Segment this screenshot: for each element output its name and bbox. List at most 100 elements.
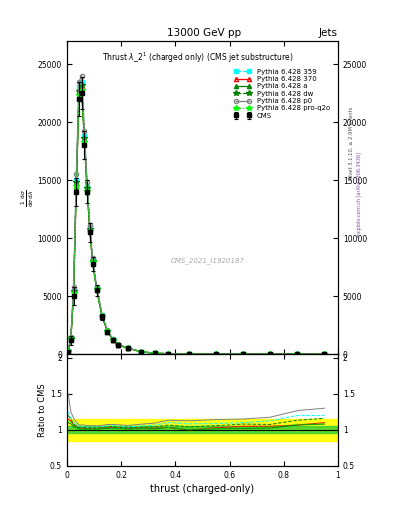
Pythia 6.428 370 bbox=[82, 138, 87, 144]
Pythia 6.428 359 bbox=[82, 133, 87, 139]
Pythia 6.428 370 bbox=[268, 351, 273, 357]
Pythia 6.428 370 bbox=[88, 227, 92, 233]
Pythia 6.428 pro-q2o bbox=[94, 286, 99, 292]
Pythia 6.428 p0 bbox=[90, 255, 95, 262]
Pythia 6.428 359 bbox=[139, 349, 144, 355]
Pythia 6.428 370 bbox=[68, 335, 73, 342]
Pythia 6.428 dw bbox=[66, 348, 70, 354]
Line: Pythia 6.428 dw: Pythia 6.428 dw bbox=[65, 82, 327, 357]
Line: Pythia 6.428 a: Pythia 6.428 a bbox=[66, 89, 327, 356]
Pythia 6.428 370 bbox=[100, 313, 105, 319]
Pythia 6.428 pro-q2o bbox=[187, 351, 191, 357]
Pythia 6.428 pro-q2o bbox=[110, 337, 115, 343]
Pythia 6.428 a bbox=[166, 351, 171, 357]
Pythia 6.428 a bbox=[82, 140, 87, 146]
Pythia 6.428 p0 bbox=[116, 342, 121, 348]
X-axis label: thrust (charged-only): thrust (charged-only) bbox=[151, 484, 254, 494]
Pythia 6.428 359 bbox=[322, 351, 327, 357]
Y-axis label: Ratio to CMS: Ratio to CMS bbox=[38, 383, 47, 437]
Line: Pythia 6.428 359: Pythia 6.428 359 bbox=[66, 79, 327, 356]
Pythia 6.428 p0 bbox=[94, 284, 99, 290]
Pythia 6.428 p0 bbox=[79, 73, 84, 79]
Legend: Pythia 6.428 359, Pythia 6.428 370, Pythia 6.428 a, Pythia 6.428 dw, Pythia 6.42: Pythia 6.428 359, Pythia 6.428 370, Pyth… bbox=[231, 66, 332, 121]
Pythia 6.428 a bbox=[125, 345, 130, 351]
Pythia 6.428 359 bbox=[88, 225, 92, 231]
Pythia 6.428 370 bbox=[152, 350, 157, 356]
Pythia 6.428 dw bbox=[105, 328, 110, 334]
Pythia 6.428 370 bbox=[90, 259, 95, 265]
Pythia 6.428 p0 bbox=[214, 351, 219, 357]
Pythia 6.428 a bbox=[241, 351, 245, 357]
Pythia 6.428 a bbox=[85, 188, 90, 195]
Pythia 6.428 a bbox=[322, 351, 327, 357]
Pythia 6.428 dw bbox=[88, 226, 92, 232]
Pythia 6.428 p0 bbox=[71, 284, 76, 290]
Pythia 6.428 dw bbox=[85, 185, 90, 191]
Pythia 6.428 pro-q2o bbox=[68, 336, 73, 342]
Pythia 6.428 p0 bbox=[77, 78, 81, 84]
Pythia 6.428 370 bbox=[105, 328, 110, 334]
Pythia 6.428 a bbox=[88, 228, 92, 234]
Pythia 6.428 p0 bbox=[125, 345, 130, 351]
Pythia 6.428 a bbox=[187, 351, 191, 357]
Pythia 6.428 370 bbox=[166, 351, 171, 357]
Pythia 6.428 dw bbox=[77, 88, 81, 94]
Pythia 6.428 359 bbox=[94, 285, 99, 291]
Pythia 6.428 a bbox=[268, 351, 273, 357]
Pythia 6.428 a bbox=[110, 337, 115, 343]
Pythia 6.428 pro-q2o bbox=[166, 351, 171, 357]
Pythia 6.428 pro-q2o bbox=[105, 328, 110, 334]
Pythia 6.428 359 bbox=[110, 336, 115, 343]
Pythia 6.428 dw bbox=[214, 351, 219, 357]
Pythia 6.428 359 bbox=[268, 351, 273, 357]
Pythia 6.428 359 bbox=[125, 345, 130, 351]
Pythia 6.428 a bbox=[77, 94, 81, 100]
Pythia 6.428 370 bbox=[116, 342, 121, 348]
Pythia 6.428 pro-q2o bbox=[214, 351, 219, 357]
Pythia 6.428 a bbox=[66, 349, 70, 355]
Pythia 6.428 370 bbox=[295, 351, 300, 357]
Pythia 6.428 370 bbox=[139, 349, 144, 355]
Pythia 6.428 359 bbox=[152, 350, 157, 356]
Pythia 6.428 dw bbox=[295, 351, 300, 357]
Pythia 6.428 370 bbox=[110, 336, 115, 343]
Pythia 6.428 359 bbox=[166, 351, 171, 357]
Pythia 6.428 370 bbox=[79, 84, 84, 91]
Pythia 6.428 359 bbox=[105, 328, 110, 334]
Pythia 6.428 p0 bbox=[66, 348, 70, 354]
Pythia 6.428 p0 bbox=[85, 179, 90, 185]
Y-axis label: $\frac{1}{\mathrm{d}\sigma}\frac{\mathrm{d}\sigma}{\mathrm{d}\lambda}$: $\frac{1}{\mathrm{d}\sigma}\frac{\mathrm… bbox=[20, 188, 36, 206]
Pythia 6.428 359 bbox=[214, 351, 219, 357]
Pythia 6.428 a bbox=[214, 351, 219, 357]
Pythia 6.428 dw bbox=[90, 258, 95, 264]
Pythia 6.428 370 bbox=[77, 90, 81, 96]
Pythia 6.428 dw bbox=[68, 335, 73, 341]
Pythia 6.428 dw bbox=[74, 179, 79, 185]
Pythia 6.428 359 bbox=[116, 342, 121, 348]
Pythia 6.428 pro-q2o bbox=[268, 351, 273, 357]
Pythia 6.428 359 bbox=[79, 78, 84, 84]
Pythia 6.428 pro-q2o bbox=[85, 187, 90, 194]
Pythia 6.428 dw bbox=[268, 351, 273, 357]
Text: CMS_2021_I1920187: CMS_2021_I1920187 bbox=[171, 257, 245, 264]
Pythia 6.428 a bbox=[139, 349, 144, 355]
Pythia 6.428 370 bbox=[85, 186, 90, 193]
Pythia 6.428 359 bbox=[85, 183, 90, 189]
Pythia 6.428 dw bbox=[116, 342, 121, 348]
Pythia 6.428 pro-q2o bbox=[152, 350, 157, 356]
Pythia 6.428 p0 bbox=[152, 350, 157, 356]
Pythia 6.428 p0 bbox=[241, 351, 245, 357]
Pythia 6.428 dw bbox=[322, 351, 327, 357]
Text: mcplots.cern.ch [arXiv:1306.3436]: mcplots.cern.ch [arXiv:1306.3436] bbox=[357, 152, 362, 237]
Pythia 6.428 a bbox=[116, 342, 121, 348]
Pythia 6.428 pro-q2o bbox=[88, 227, 92, 233]
Pythia 6.428 pro-q2o bbox=[295, 351, 300, 357]
Pythia 6.428 dw bbox=[71, 288, 76, 294]
Pythia 6.428 dw bbox=[82, 135, 87, 141]
Pythia 6.428 dw bbox=[139, 349, 144, 355]
Pythia 6.428 a bbox=[79, 88, 84, 94]
Bar bbox=[67, 419, 338, 441]
Pythia 6.428 a bbox=[152, 350, 157, 356]
Pythia 6.428 dw bbox=[125, 345, 130, 351]
Text: Rivet 3.1.10, ≥ 2.9M events: Rivet 3.1.10, ≥ 2.9M events bbox=[349, 106, 354, 180]
